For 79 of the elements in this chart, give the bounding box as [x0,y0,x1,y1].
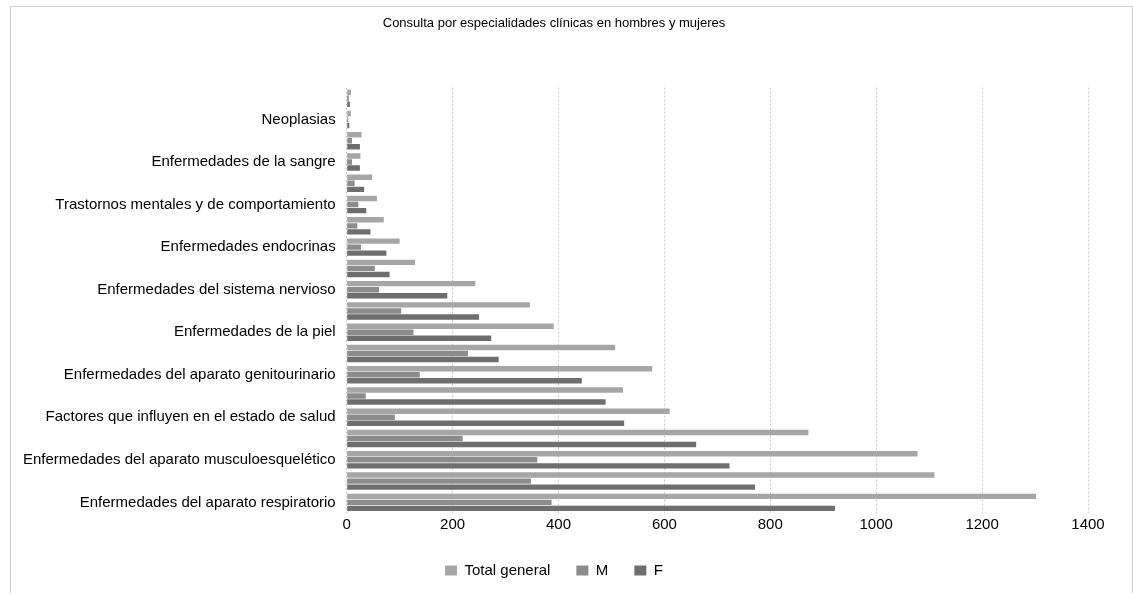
bar [347,344,616,351]
bar [347,493,1037,500]
bar [347,308,402,314]
y-tick-label: Enfermedades endocrinas [160,237,336,255]
bar [347,159,352,165]
legend-label: M [595,560,609,578]
y-tick-label: Enfermedades del aparato musculoesquelético [22,449,336,467]
bar [347,314,480,320]
bar [347,110,351,117]
x-tick-label: 1200 [965,515,999,533]
bar [347,153,361,159]
bar [347,356,499,363]
bar [347,165,360,171]
bar [347,244,361,250]
bar [347,393,366,399]
bar [347,378,582,384]
bar [347,229,371,235]
y-tick-label: Enfermedades del aparato respiratorio [79,492,336,510]
x-tick-label: 1000 [859,515,893,533]
x-tick-label: 400 [545,515,572,533]
legend-label: F [653,560,664,578]
bar [347,174,373,180]
y-tick-label: Enfermedades de la piel [173,322,336,340]
bar [347,238,400,244]
x-tick-label: 1400 [1071,515,1105,533]
bar [347,250,387,256]
bar [347,463,730,469]
bar [347,132,362,138]
bar [347,484,755,490]
bar [347,138,352,144]
bar [347,101,350,107]
bar [347,420,625,427]
bar [347,271,390,278]
y-tick-label: Enfermedades del aparato genitourinario [63,364,336,382]
bar [347,302,530,308]
bar [347,195,377,202]
bar [347,329,414,335]
bar [347,217,384,223]
chart-title: Consulta por especialidades clínicas en hombres y mujeres [382,15,726,31]
bar [347,323,554,329]
y-tick-label: Neoplasias [261,109,336,127]
bar [347,292,448,299]
bar [347,144,360,150]
bar [347,223,358,229]
y-tick-label: Trastornos mentales y de comportamiento [55,194,336,212]
legend-label: Total general [464,560,551,578]
bar [347,366,653,372]
bar [347,478,531,484]
bar [347,259,415,266]
bar [347,429,809,436]
bar [347,387,624,393]
bar [347,408,670,414]
bar [347,457,538,463]
x-tick-label: 0 [342,515,351,533]
y-tick-label: Enfermedades de la sangre [151,152,336,170]
bar [347,286,379,293]
bar [347,201,359,208]
bar [347,350,468,357]
bar [347,89,351,95]
bar [347,451,918,457]
bar [347,186,365,193]
y-tick-label: Factores que influyen en el estado de salud [45,407,336,425]
bar [347,435,463,442]
bar [347,441,697,448]
bar [347,499,552,506]
bar [347,472,935,478]
x-tick-label: 600 [651,515,677,533]
bar [347,414,395,420]
bar [347,372,420,378]
bar [347,399,606,405]
bar [347,505,835,512]
bar [347,207,367,214]
bar [347,280,476,287]
bar [347,265,375,272]
x-tick-label: 200 [440,515,466,533]
x-tick-label: 800 [757,515,783,533]
bar [347,180,355,187]
y-tick-label: Enfermedades del sistema nervioso [97,279,336,297]
bar [347,335,492,341]
